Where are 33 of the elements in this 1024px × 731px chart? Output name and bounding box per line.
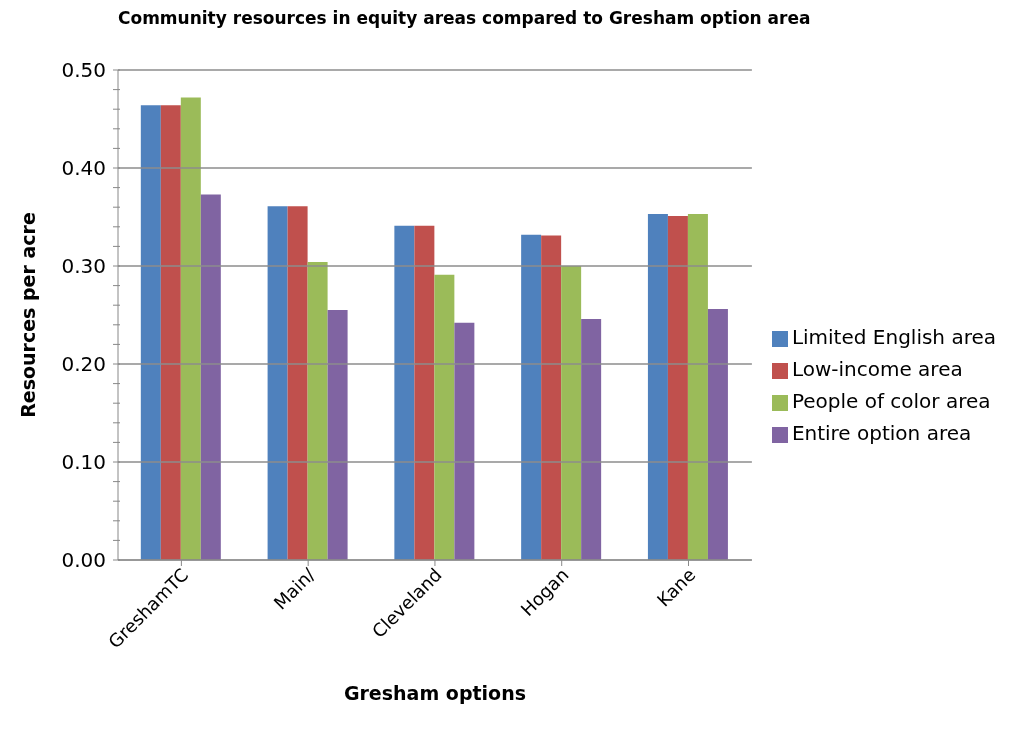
- bar: [647, 214, 668, 560]
- bar: [287, 206, 308, 560]
- legend-label: Entire option area: [791, 421, 972, 445]
- bar: [434, 274, 455, 560]
- bar: [307, 262, 328, 560]
- y-axis-title: Resources per acre: [16, 212, 39, 418]
- x-axis-title: Gresham options: [343, 682, 526, 704]
- y-tick-label: 0.30: [61, 254, 106, 278]
- bar: [667, 216, 688, 560]
- bar: [160, 105, 181, 560]
- y-tick-label: 0.10: [61, 450, 106, 474]
- bar: [707, 309, 728, 560]
- bar: [180, 97, 201, 560]
- bar: [414, 225, 435, 560]
- bar: [581, 318, 602, 560]
- bar: [140, 105, 161, 560]
- y-tick-label: 0.00: [61, 548, 106, 572]
- bar: [541, 235, 562, 560]
- bar: [267, 206, 288, 560]
- y-tick-label: 0.40: [61, 156, 106, 180]
- legend-label: Limited English area: [791, 325, 996, 349]
- bar: [521, 234, 542, 560]
- legend-label: People of color area: [791, 389, 991, 413]
- y-tick-label: 0.20: [61, 352, 106, 376]
- legend-label: Low-income area: [791, 357, 963, 381]
- bar: [327, 310, 348, 560]
- bar: [561, 266, 582, 560]
- bar: [200, 194, 221, 560]
- bar: [454, 322, 475, 560]
- bar: [687, 214, 708, 560]
- chart-title: Community resources in equity areas compared to Gresham option area: [117, 8, 812, 30]
- bar: [394, 225, 415, 560]
- y-tick-label: 0.50: [61, 58, 106, 82]
